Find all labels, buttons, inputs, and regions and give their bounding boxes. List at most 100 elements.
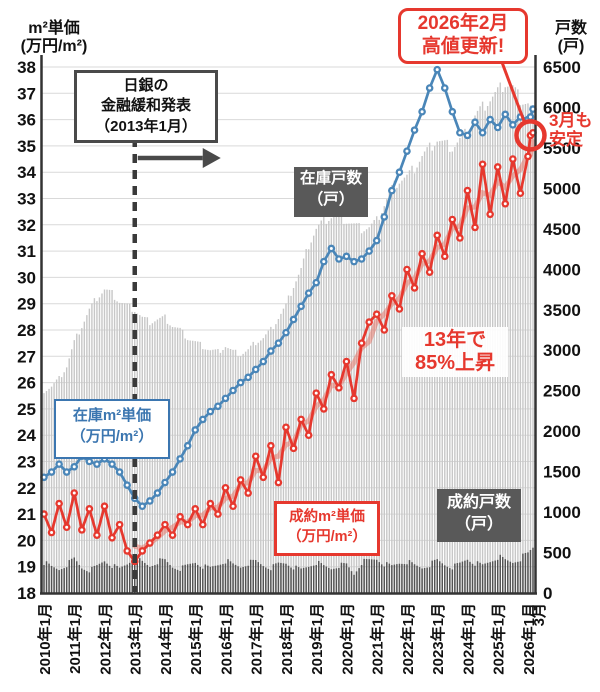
zaiko-tanka-marker-center bbox=[352, 260, 356, 264]
seiyaku-tanka-marker-center bbox=[102, 504, 106, 508]
zaiko-tanka-marker-center bbox=[246, 375, 250, 379]
inventory-price-label-line1: 在庫m²単価 bbox=[72, 407, 152, 424]
zaiko-tanka-marker-center bbox=[284, 331, 288, 335]
zaiko-tanka-marker-center bbox=[329, 246, 333, 250]
seiyaku-tanka-marker-center bbox=[125, 549, 129, 553]
seiyaku-tanka-marker-center bbox=[367, 320, 371, 324]
zaiko-tanka-marker-center bbox=[276, 341, 280, 345]
left-axis-title: m²単価 (万円/m²) bbox=[2, 20, 106, 57]
seiyaku-tanka-marker-center bbox=[413, 286, 417, 290]
seiyaku-tanka-marker-center bbox=[329, 373, 333, 377]
seiyaku-tanka-marker-center bbox=[405, 268, 409, 272]
zaiko-tanka-marker-center bbox=[465, 133, 469, 137]
seiyaku-tanka-marker-center bbox=[246, 491, 250, 495]
seiyaku-tanka-marker-center bbox=[163, 523, 167, 527]
seiyaku-tanka-marker-center bbox=[496, 165, 500, 169]
seiyaku-tanka-marker-center bbox=[178, 515, 182, 519]
seiyaku-tanka-marker-center bbox=[186, 523, 190, 527]
left-axis-tick-label: 28 bbox=[17, 321, 36, 340]
contract-price-label-line1: 成約m²単価 bbox=[289, 509, 365, 525]
zaiko-tanka-marker-center bbox=[337, 257, 341, 261]
zaiko-tanka-marker-center bbox=[443, 86, 447, 90]
left-axis-tick-label: 30 bbox=[17, 268, 36, 287]
record-high-callout: 2026年2月 高値更新! bbox=[398, 8, 528, 64]
seiyaku-tanka-marker-center bbox=[299, 417, 303, 421]
rise-note-line2: 85%上昇 bbox=[414, 352, 496, 374]
x-axis-tick-label: 2024年1月 bbox=[459, 603, 477, 675]
seiyaku-tanka-marker-center bbox=[390, 294, 394, 298]
left-axis-tick-label: 18 bbox=[17, 584, 36, 603]
x-axis-tick-label: 2013年1月 bbox=[127, 603, 145, 675]
seiyaku-tanka-marker-center bbox=[276, 481, 280, 485]
seiyaku-tanka-marker-center bbox=[140, 549, 144, 553]
zaiko-tanka-marker-center bbox=[261, 360, 265, 364]
seiyaku-tanka-marker-center bbox=[254, 454, 258, 458]
record-callout-leader bbox=[498, 56, 526, 123]
seiyaku-tanka-marker-center bbox=[155, 533, 159, 537]
seiyaku-tanka-marker-center bbox=[481, 162, 485, 166]
right-axis-tick-label: 3500 bbox=[543, 301, 581, 320]
seiyaku-tanka-marker-center bbox=[382, 328, 386, 332]
march-note-line1: 3月も bbox=[549, 111, 593, 130]
zaiko-tanka-marker-center bbox=[428, 86, 432, 90]
zaiko-tanka-marker-center bbox=[420, 110, 424, 114]
seiyaku-tanka-marker-center bbox=[292, 446, 296, 450]
seiyaku-tanka-marker-center bbox=[375, 312, 379, 316]
zaiko-tanka-marker-center bbox=[473, 120, 477, 124]
zaiko-tanka-marker-center bbox=[193, 428, 197, 432]
x-axis-tick-label: 2015年1月 bbox=[187, 603, 205, 675]
zaiko-tanka-marker-center bbox=[375, 239, 379, 243]
x-axis-tick-label: 2012年1月 bbox=[96, 603, 114, 675]
right-axis-title-line1: 戸数 bbox=[554, 20, 587, 37]
inventory-price-label-line2: （万円/m²） bbox=[70, 428, 154, 445]
seiyaku-tanka-marker-center bbox=[239, 478, 243, 482]
contract-units-label: 成約戸数 （戸） bbox=[437, 489, 521, 542]
right-axis-tick-label: 1500 bbox=[543, 463, 581, 482]
x-axis-tick-label: 2016年1月 bbox=[217, 603, 235, 675]
zaiko-tanka-marker-center bbox=[171, 470, 175, 474]
seiyaku-tanka-marker-center bbox=[42, 512, 46, 516]
x-axis-tick-label: 2017年1月 bbox=[248, 603, 266, 675]
x-axis-tick-label: 2011年1月 bbox=[66, 603, 84, 674]
x-axis-tick-label: 2014年1月 bbox=[157, 603, 175, 675]
left-axis-tick-label: 26 bbox=[17, 374, 36, 393]
zaiko-tanka-marker-center bbox=[292, 317, 296, 321]
zaiko-tanka-marker-center bbox=[528, 115, 532, 119]
seiyaku-tanka-marker-center bbox=[518, 191, 522, 195]
zaiko-tanka-marker-center bbox=[458, 131, 462, 135]
seiyaku-tanka-marker-center bbox=[216, 512, 220, 516]
record-high-ring bbox=[514, 119, 547, 152]
left-axis-tick-label: 31 bbox=[17, 242, 36, 261]
zaiko-tanka-marker-center bbox=[269, 349, 273, 353]
zaiko-tanka-marker-center bbox=[201, 417, 205, 421]
zaiko-tanka-marker-center bbox=[299, 304, 303, 308]
contract-units-label-line1: 成約戸数 bbox=[446, 494, 511, 511]
right-axis-tick-label: 1000 bbox=[543, 503, 581, 522]
zaiko-tanka-marker-center bbox=[367, 249, 371, 253]
left-axis-tick-label: 20 bbox=[17, 531, 36, 550]
left-axis-tick-label: 19 bbox=[17, 558, 36, 577]
x-axis-tick-label: 2018年1月 bbox=[278, 603, 296, 675]
left-axis-tick-label: 38 bbox=[17, 58, 36, 77]
x-axis-tick-label: 2023年1月 bbox=[429, 603, 447, 675]
zaiko-tanka-marker-center bbox=[360, 257, 364, 261]
left-axis-tick-label: 27 bbox=[17, 347, 36, 366]
seiyaku-tanka-marker-center bbox=[201, 523, 205, 527]
zaiko-tanka-marker-center bbox=[254, 367, 258, 371]
left-axis-tick-label: 29 bbox=[17, 295, 36, 314]
seiyaku-tanka-marker-center bbox=[95, 533, 99, 537]
seiyaku-tanka-marker-center bbox=[171, 533, 175, 537]
zaiko-tanka-marker-center bbox=[87, 460, 91, 463]
seiyaku-tanka-marker-center bbox=[397, 307, 401, 311]
seiyaku-tanka-marker-center bbox=[231, 504, 235, 508]
zaiko-tanka-marker-center bbox=[163, 481, 167, 485]
zaiko-tanka-marker-center bbox=[307, 291, 311, 295]
zaiko-tanka-marker-center bbox=[50, 470, 54, 474]
seiyaku-tanka-marker-center bbox=[118, 523, 122, 527]
contract-units-label-line2: （戸） bbox=[454, 515, 503, 533]
zaiko-tanka-marker-center bbox=[322, 260, 326, 264]
seiyaku-tanka-marker-center bbox=[360, 341, 364, 345]
zaiko-tanka-marker-center bbox=[496, 125, 500, 129]
seiyaku-tanka-marker-center bbox=[352, 396, 356, 400]
